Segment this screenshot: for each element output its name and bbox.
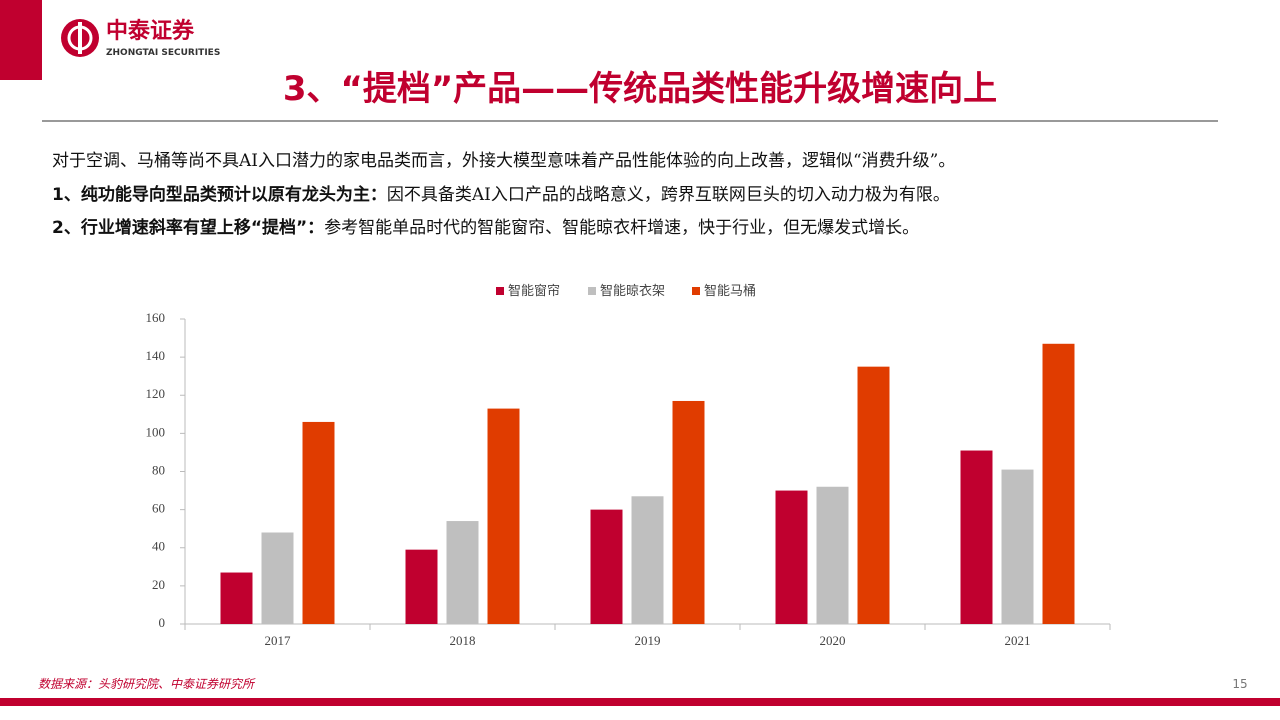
bar	[1042, 343, 1075, 624]
y-tick-label: 60	[152, 501, 165, 516]
y-tick-label: 120	[146, 386, 166, 401]
bar	[816, 486, 849, 624]
bar	[857, 366, 890, 624]
bar	[590, 509, 623, 624]
y-tick-label: 40	[152, 539, 165, 554]
x-tick-label: 2019	[635, 633, 661, 648]
slide-title: 3、“提档”产品——传统品类性能升级增速向上	[283, 69, 997, 109]
paragraph: 对于空调、马桶等尚不具AI入口潜力的家电品类而言，外接大模型意味着产品性能体验的…	[52, 146, 955, 171]
legend-label: 智能马桶	[704, 283, 756, 298]
paragraph: 2、行业增速斜率有望上移“提档”：参考智能单品时代的智能窗帘、智能晾衣杆增速，快…	[52, 213, 919, 238]
logo-stem	[78, 22, 82, 54]
x-tick-label: 2017	[265, 633, 292, 648]
page-number: 15	[1232, 677, 1247, 691]
bar	[487, 408, 520, 624]
x-tick-label: 2020	[820, 633, 846, 648]
y-tick-label: 80	[152, 462, 165, 477]
y-tick-label: 160	[146, 310, 166, 325]
logo-en: ZHONGTAI SECURITIES	[106, 48, 220, 58]
logo-cn: 中泰证券	[106, 18, 195, 44]
bar	[405, 549, 438, 624]
bar	[261, 532, 294, 624]
x-tick-label: 2021	[1005, 633, 1031, 648]
legend-label: 智能晾衣架	[600, 283, 665, 298]
bar	[302, 421, 335, 624]
side-bar	[0, 0, 42, 80]
y-tick-label: 0	[159, 615, 166, 630]
para-text: 对于空调、马桶等尚不具AI入口潜力的家电品类而言，外接大模型意味着产品性能体验的…	[52, 151, 956, 171]
bar	[1001, 469, 1034, 624]
legend-label: 智能窗帘	[508, 283, 560, 298]
legend-swatch	[588, 287, 596, 295]
para-text: 参考智能单品时代的智能窗帘、智能晾衣杆增速，快于行业，但无爆发式增长。	[324, 218, 920, 238]
legend-swatch	[496, 287, 504, 295]
para-bold: 1、纯功能导向型品类预计以原有龙头为主：	[52, 185, 387, 205]
bar	[672, 400, 705, 624]
y-tick-label: 140	[146, 348, 166, 363]
bar	[960, 450, 993, 624]
bar	[220, 572, 253, 624]
bottom-bar	[0, 698, 1280, 706]
para-bold: 2、行业增速斜率有望上移“提档”：	[52, 218, 325, 238]
bar	[631, 496, 664, 624]
source: 数据来源：头豹研究院、中泰证券研究所	[38, 677, 256, 691]
paragraph: 1、纯功能导向型品类预计以原有龙头为主：因不具备类AI入口产品的战略意义，跨界互…	[52, 180, 950, 205]
chart: 0 20 40 60 80 100 120 140 160 2017 2018 2019 2020 202…	[146, 283, 1111, 648]
bar	[775, 490, 808, 624]
para-text: 因不具备类AI入口产品的战略意义，跨界互联网巨头的切入动力极为有限。	[386, 185, 950, 205]
y-tick-label: 100	[146, 424, 166, 439]
x-tick-label: 2018	[450, 633, 476, 648]
bar	[446, 521, 479, 624]
legend-swatch	[692, 287, 700, 295]
y-tick-label: 20	[152, 577, 165, 592]
